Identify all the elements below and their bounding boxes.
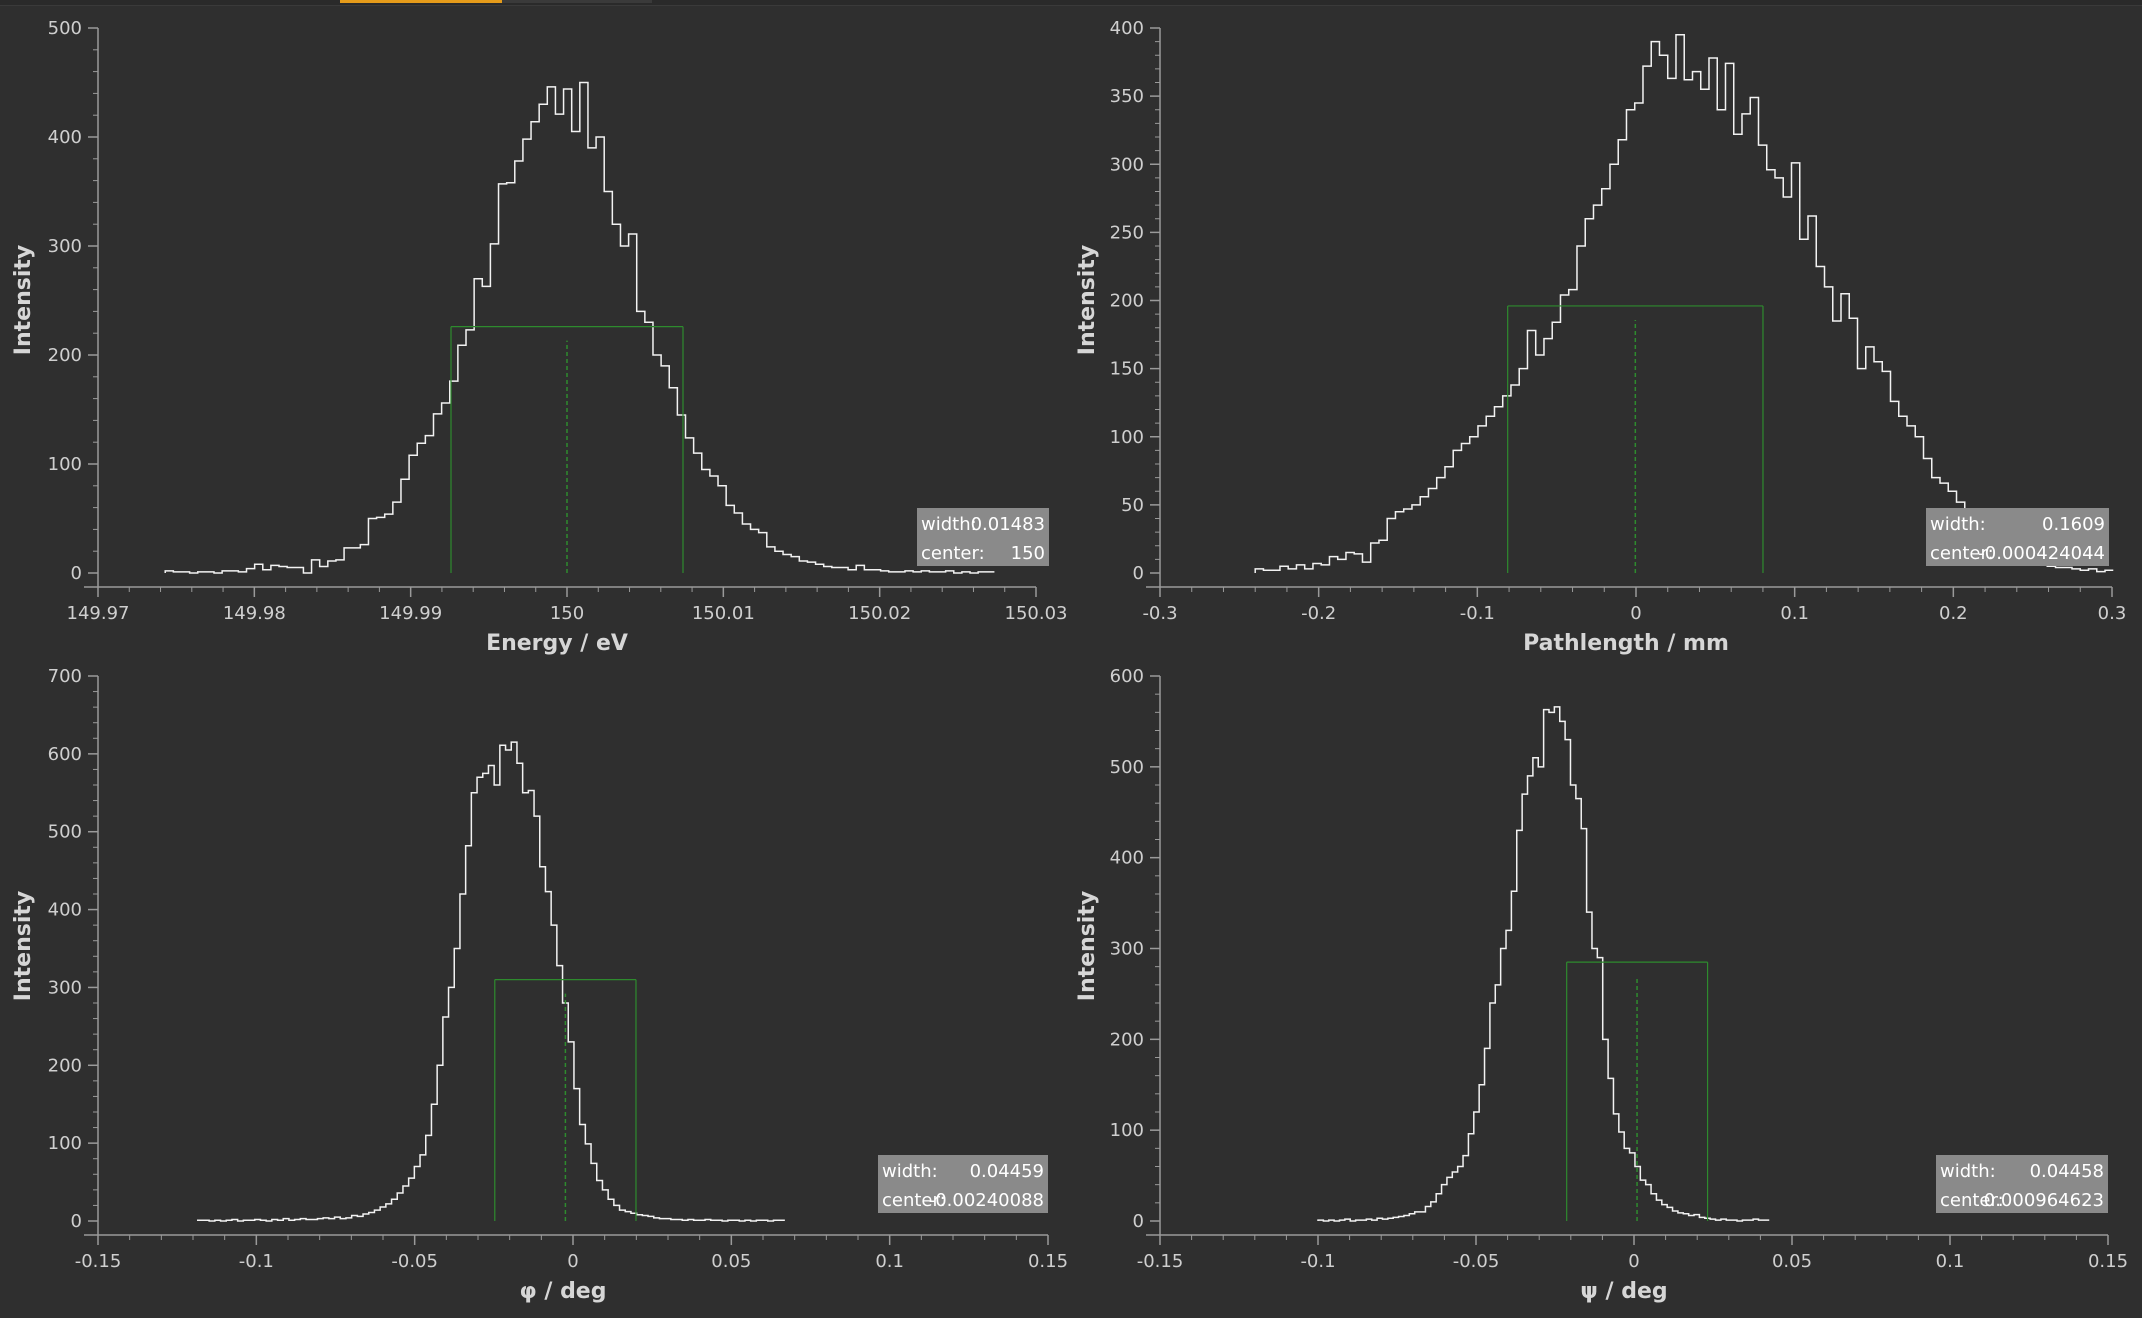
x-tick-label: 0.3 xyxy=(2098,603,2127,624)
y-axis-label: Intensity xyxy=(1075,245,1100,355)
stats-box xyxy=(878,1155,1048,1213)
x-tick-label: 0.05 xyxy=(1772,1251,1812,1272)
phi-histogram-plot: 0 100 200 300 400 500 600 700 -0.15 -0.1 -0.05 0 0.0… xyxy=(11,666,1068,1304)
x-tick-label: 150.03 xyxy=(1005,603,1068,624)
y-tick-label: 400 xyxy=(48,900,82,921)
y-tick-label: 200 xyxy=(1110,291,1144,312)
stats-box xyxy=(1926,508,2109,566)
x-tick-label: 150.01 xyxy=(692,603,755,624)
x-tick-label: -0.05 xyxy=(1453,1251,1500,1272)
x-tick-label: 0.1 xyxy=(1780,603,1809,624)
histogram-series xyxy=(164,81,995,574)
x-tick-label: 0 xyxy=(567,1251,578,1272)
width-label: width: xyxy=(882,1161,938,1182)
width-label: width: xyxy=(921,514,977,535)
x-tick-label: 150.02 xyxy=(848,603,911,624)
y-tick-label: 400 xyxy=(48,127,82,148)
pathlength-histogram-plot: 0 50 100 150 200 250 300 350 400 -0.3 -0.2 -0.1 0 0.1… xyxy=(1075,18,2127,656)
stats-box xyxy=(917,508,1049,566)
histogram-series xyxy=(197,741,785,1222)
y-tick-label: 300 xyxy=(48,236,82,257)
psi-histogram-plot: 0 100 200 300 400 500 600 -0.15 -0.1 -0.05 0 0.05 0.… xyxy=(1075,666,2128,1304)
width-value: 0.04458 xyxy=(2030,1161,2104,1182)
x-tick-label: 0.1 xyxy=(1936,1251,1965,1272)
y-tick-label: 100 xyxy=(48,454,82,475)
x-tick-label: 149.99 xyxy=(379,603,442,624)
y-axis-label: Intensity xyxy=(11,891,36,1001)
y-tick-label: 300 xyxy=(1110,154,1144,175)
width-label: width: xyxy=(1930,514,1986,535)
y-tick-label: 600 xyxy=(1110,666,1144,687)
y-tick-label: 350 xyxy=(1110,86,1144,107)
y-tick-label: 50 xyxy=(1121,495,1144,516)
width-value: 0.01483 xyxy=(971,514,1045,535)
x-tick-label: -0.15 xyxy=(1137,1251,1184,1272)
y-tick-label: 700 xyxy=(48,666,82,687)
stats-box xyxy=(1936,1155,2108,1213)
y-axis-label: Intensity xyxy=(1075,891,1100,1001)
center-label: center: xyxy=(921,543,985,564)
y-tick-label: 600 xyxy=(48,744,82,765)
y-tick-label: 0 xyxy=(71,1211,82,1232)
y-tick-label: 0 xyxy=(1133,563,1144,584)
center-value: 0.000964623 xyxy=(1984,1190,2104,1211)
x-tick-label: -0.1 xyxy=(1460,603,1495,624)
energy-histogram-plot: 0 100 200 300 400 500 149.97 149.98 149.99 150 150… xyxy=(11,18,1068,656)
inactive-tab-indicator[interactable] xyxy=(502,0,652,3)
y-tick-label: 500 xyxy=(1110,757,1144,778)
x-tick-label: -0.1 xyxy=(1300,1251,1335,1272)
x-tick-label: 0.05 xyxy=(711,1251,751,1272)
y-tick-label: 400 xyxy=(1110,848,1144,869)
x-axis-label: φ / deg xyxy=(520,1279,607,1304)
y-tick-label: 300 xyxy=(48,977,82,998)
x-tick-label: 149.98 xyxy=(223,603,286,624)
width-value: 0.1609 xyxy=(2042,514,2105,535)
y-tick-label: 250 xyxy=(1110,222,1144,243)
y-tick-label: 100 xyxy=(1110,427,1144,448)
y-tick-label: 100 xyxy=(48,1133,82,1154)
y-tick-label: 200 xyxy=(48,1055,82,1076)
histogram-series xyxy=(1317,706,1770,1222)
x-tick-label: -0.1 xyxy=(239,1251,274,1272)
y-tick-label: 150 xyxy=(1110,359,1144,380)
x-tick-label: 0.15 xyxy=(1028,1251,1068,1272)
x-tick-label: -0.15 xyxy=(75,1251,122,1272)
x-tick-label: 0 xyxy=(1628,1251,1639,1272)
y-tick-label: 300 xyxy=(1110,939,1144,960)
center-label: center: xyxy=(1930,543,1994,564)
y-tick-label: 500 xyxy=(48,822,82,843)
y-tick-label: 200 xyxy=(48,345,82,366)
tab-bar xyxy=(0,0,2142,6)
y-tick-label: 0 xyxy=(71,563,82,584)
y-tick-label: 0 xyxy=(1133,1211,1144,1232)
x-tick-label: 0.1 xyxy=(875,1251,904,1272)
y-tick-label: 100 xyxy=(1110,1120,1144,1141)
active-tab-indicator[interactable] xyxy=(340,0,502,3)
x-axis-label: Energy / eV xyxy=(486,631,628,656)
y-tick-label: 400 xyxy=(1110,18,1144,39)
x-tick-label: -0.2 xyxy=(1301,603,1336,624)
x-tick-label: -0.3 xyxy=(1142,603,1177,624)
histogram-series xyxy=(1254,34,2114,573)
center-value: -0.000424044 xyxy=(1978,543,2105,564)
center-label: center: xyxy=(1940,1190,2004,1211)
x-tick-label: 0 xyxy=(1630,603,1641,624)
x-tick-label: 0.15 xyxy=(2088,1251,2128,1272)
y-axis-label: Intensity xyxy=(11,245,36,355)
x-axis-label: ψ / deg xyxy=(1580,1279,1667,1304)
y-tick-label: 200 xyxy=(1110,1029,1144,1050)
center-value: 150 xyxy=(1011,543,1045,564)
x-axis-label: Pathlength / mm xyxy=(1523,631,1729,656)
y-tick-label: 500 xyxy=(48,18,82,39)
x-tick-label: -0.05 xyxy=(391,1251,438,1272)
x-tick-label: 149.97 xyxy=(67,603,130,624)
width-value: 0.04459 xyxy=(970,1161,1044,1182)
x-tick-label: 0.2 xyxy=(1939,603,1968,624)
center-value: -0.00240088 xyxy=(929,1190,1044,1211)
width-label: width: xyxy=(1940,1161,1996,1182)
x-tick-label: 150 xyxy=(550,603,584,624)
center-label: center: xyxy=(882,1190,946,1211)
